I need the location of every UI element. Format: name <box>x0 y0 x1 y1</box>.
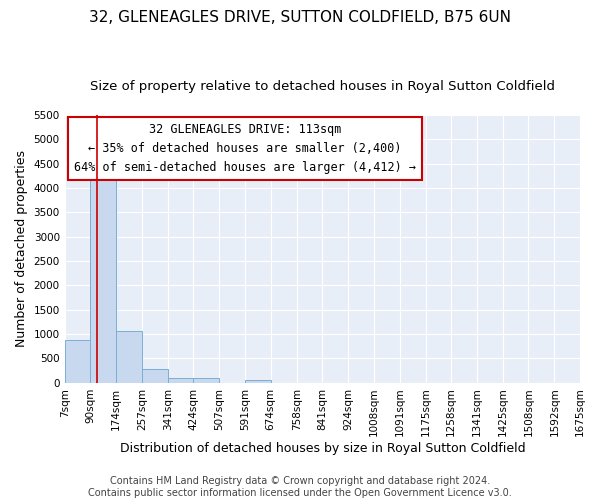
Bar <box>168 378 193 383</box>
Bar <box>116 331 142 383</box>
Bar <box>91 160 116 383</box>
Text: 32 GLENEAGLES DRIVE: 113sqm
← 35% of detached houses are smaller (2,400)
64% of : 32 GLENEAGLES DRIVE: 113sqm ← 35% of det… <box>74 123 416 174</box>
Bar <box>245 380 271 383</box>
Bar <box>142 368 168 383</box>
Title: Size of property relative to detached houses in Royal Sutton Coldfield: Size of property relative to detached ho… <box>90 80 555 93</box>
Bar <box>193 378 219 383</box>
X-axis label: Distribution of detached houses by size in Royal Sutton Coldfield: Distribution of detached houses by size … <box>119 442 525 455</box>
Y-axis label: Number of detached properties: Number of detached properties <box>15 150 28 348</box>
Text: 32, GLENEAGLES DRIVE, SUTTON COLDFIELD, B75 6UN: 32, GLENEAGLES DRIVE, SUTTON COLDFIELD, … <box>89 10 511 25</box>
Bar <box>65 340 91 383</box>
Text: Contains HM Land Registry data © Crown copyright and database right 2024.
Contai: Contains HM Land Registry data © Crown c… <box>88 476 512 498</box>
